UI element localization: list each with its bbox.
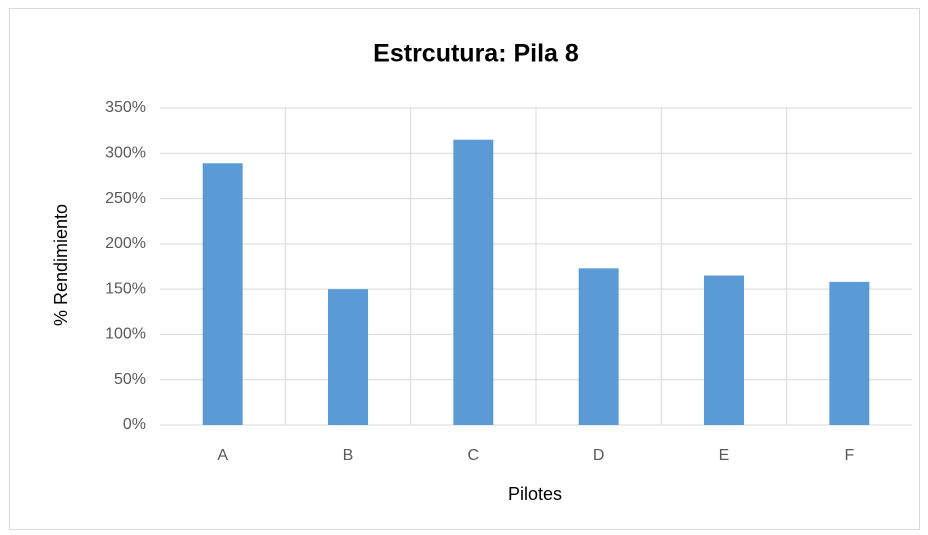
chart-title: Estrcutura: Pila 8	[373, 40, 579, 68]
bar	[578, 268, 619, 425]
y-tick-label: 350%	[105, 99, 146, 116]
y-tick-label: 300%	[105, 145, 146, 162]
x-tick-label: D	[593, 447, 605, 464]
x-tick-label: E	[719, 447, 730, 464]
x-tick-label: F	[844, 447, 854, 464]
y-tick-label: 250%	[105, 190, 146, 207]
y-tick-label: 150%	[105, 280, 146, 297]
bar	[453, 139, 494, 425]
bar	[328, 289, 368, 425]
x-axis-label: Pilotes	[508, 484, 562, 504]
y-tick-label: 100%	[105, 326, 146, 343]
y-axis-label: % Rendimiento	[51, 204, 71, 326]
x-tick-label: A	[217, 447, 228, 464]
y-tick-label: 200%	[105, 235, 146, 252]
bar	[202, 163, 243, 425]
y-tick-label: 50%	[114, 371, 146, 388]
y-tick-label: 0%	[123, 416, 146, 433]
bar	[829, 281, 870, 425]
x-tick-label: B	[343, 447, 354, 464]
bar	[704, 275, 744, 425]
x-tick-label: C	[468, 447, 480, 464]
